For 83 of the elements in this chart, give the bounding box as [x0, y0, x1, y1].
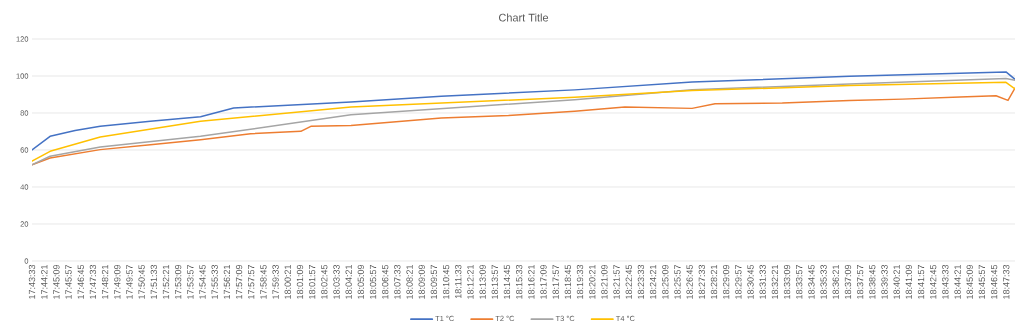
x-tick-label: 17:58:45: [260, 264, 267, 299]
x-tick-label: 18:13:09: [479, 264, 486, 299]
x-tick-label: 18:06:45: [382, 264, 389, 299]
x-tick-label: 18:19:33: [576, 264, 584, 299]
x-tick-label: 18:27:33: [698, 264, 706, 299]
x-tick-label: 18:44:21: [954, 264, 961, 299]
x-tick-label: 17:49:57: [126, 264, 133, 299]
x-tick-label: 17:49:09: [114, 264, 121, 299]
x-tick-label: 17:53:09: [174, 264, 182, 299]
x-tick-label: 17:59:33: [272, 264, 279, 299]
x-tick-label: 18:45:57: [978, 264, 986, 299]
x-tick-label: 18:25:09: [662, 264, 669, 299]
x-tick-label: 17:57:57: [248, 264, 255, 299]
chart-title: Chart Title: [499, 13, 549, 22]
x-tick-label: 17:52:21: [162, 264, 170, 299]
x-tick-label: 18:42:45: [930, 264, 937, 299]
x-tick-label: 18:07:33: [394, 264, 401, 299]
x-tick-label: 18:39:33: [881, 264, 888, 299]
x-tick-label: 18:20:21: [589, 264, 596, 299]
x-tick-label: 17:54:45: [199, 264, 206, 299]
x-tick-label: 18:05:57: [369, 264, 377, 299]
x-tick-label: 18:16:21: [528, 264, 535, 299]
x-tick-label: 18:35:33: [820, 264, 827, 299]
x-tick-label: 17:55:33: [211, 264, 218, 299]
x-tick-label: 18:03:33: [333, 264, 340, 299]
x-tick-label: 17:47:33: [89, 264, 97, 299]
x-tick-label: 18:45:09: [966, 264, 973, 299]
x-tick-label: 18:10:45: [442, 264, 450, 299]
x-tick-label: 18:37:57: [856, 264, 864, 299]
x-tick-label: 18:32:21: [771, 264, 779, 299]
x-tick-label: 18:15:33: [515, 264, 523, 299]
x-tick-label: 18:30:45: [747, 264, 754, 299]
x-tick-label: 18:47:33: [1003, 264, 1010, 299]
x-tick-label: 18:18:45: [564, 264, 572, 299]
x-tick-label: 17:44:21: [41, 264, 48, 299]
x-tick-label: 18:08:21: [406, 264, 413, 299]
x-tick-label: 18:43:33: [942, 264, 949, 299]
x-tick-label: 18:02:45: [321, 264, 328, 299]
x-tick-label: 17:57:09: [235, 264, 243, 299]
x-tick-label: 18:40:21: [893, 264, 900, 299]
x-tick-label: 18:41:09: [905, 264, 912, 299]
x-tick-label: 18:29:57: [735, 264, 742, 299]
x-tick-label: 17:45:57: [65, 264, 72, 299]
x-tick-label: 18:33:57: [796, 264, 803, 299]
x-tick-label: 18:28:21: [710, 264, 718, 299]
x-tick-label: 17:56:21: [223, 264, 231, 299]
x-tick-label: 18:38:45: [869, 264, 876, 299]
x-tick-label: 18:22:45: [625, 264, 632, 299]
x-tick-label: 18:24:21: [649, 264, 657, 299]
x-tick-label: 18:26:45: [686, 264, 693, 299]
x-tick-label: 18:09:09: [418, 264, 425, 299]
x-tick-label: 17:51:33: [150, 264, 158, 299]
x-tick-label: 17:45:09: [53, 264, 60, 299]
x-tick-label: 18:46:45: [990, 264, 998, 299]
x-tick-label: 17:50:45: [138, 264, 145, 299]
x-tick-label: 18:33:09: [783, 264, 791, 299]
x-tick-label: 18:17:09: [540, 264, 547, 299]
x-tick-label: 18:09:57: [430, 264, 438, 299]
x-tick-label: 18:17:57: [552, 264, 559, 299]
x-tick-label: 18:12:21: [467, 264, 474, 299]
x-tick-label: 17:46:45: [77, 264, 84, 299]
x-tick-label: 18:31:33: [759, 264, 766, 299]
x-tick-label: 18:11:33: [455, 264, 462, 299]
x-tick-label: 18:01:57: [308, 264, 316, 299]
x-tick-label: 18:23:33: [637, 264, 645, 299]
x-tick-label: 18:29:09: [722, 264, 730, 299]
x-tick-label: 18:14:45: [503, 264, 511, 299]
x-tick-label: 18:21:09: [601, 264, 608, 299]
line-series: [32, 71, 1016, 151]
x-tick-label: 18:34:45: [808, 264, 815, 299]
x-tick-label: 18:41:57: [917, 264, 925, 299]
x-tick-label: 17:53:57: [187, 264, 194, 299]
x-tick-label: 18:21:57: [613, 264, 620, 299]
x-tick-label: 18:25:57: [674, 264, 681, 299]
x-tick-label: 17:48:21: [101, 264, 109, 299]
x-tick-label: 18:36:21: [832, 264, 839, 299]
x-tick-label: 18:37:09: [844, 264, 852, 299]
x-tick-label: 18:13:57: [491, 264, 498, 299]
x-tick-label: 18:04:21: [345, 264, 352, 299]
x-tick-label: 18:01:09: [296, 264, 304, 299]
x-tick-label: 18:05:09: [357, 264, 364, 299]
x-tick-label: 18:00:21: [284, 264, 291, 299]
x-tick-label: 17:43:33: [28, 264, 36, 299]
